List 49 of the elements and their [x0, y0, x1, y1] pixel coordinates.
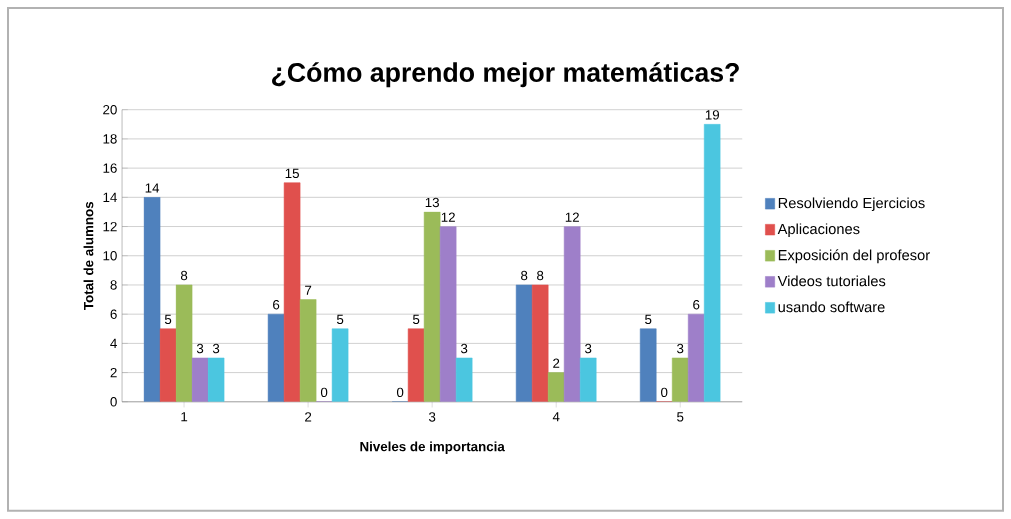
- y-tick-label: 2: [110, 368, 117, 378]
- data-label: 0: [661, 387, 668, 398]
- data-label: 8: [180, 270, 188, 281]
- y-tick-label: 20: [103, 105, 117, 115]
- y-tick-label: 6: [110, 309, 117, 319]
- y-tick-label: 8: [110, 280, 117, 290]
- data-label: 2: [553, 358, 560, 368]
- data-label: 3: [212, 343, 220, 354]
- data-label: 0: [320, 387, 328, 398]
- legend-label: Resolviendo Ejercicios: [778, 197, 925, 212]
- x-tick-label: 5: [677, 412, 684, 422]
- data-label: 3: [196, 343, 204, 354]
- data-label: 5: [412, 314, 420, 325]
- data-label: 5: [645, 314, 652, 325]
- data-label: 13: [425, 197, 439, 208]
- legend-label: Exposición del profesor: [778, 249, 930, 264]
- y-axis-title: Total de alumnos: [83, 202, 94, 311]
- y-tick-label: 4: [110, 338, 117, 349]
- data-label: 7: [305, 285, 312, 295]
- data-label: 12: [441, 212, 455, 222]
- data-label: 3: [460, 343, 468, 354]
- data-label: 8: [521, 270, 528, 281]
- data-label: 6: [693, 300, 700, 310]
- data-label: 5: [164, 314, 172, 325]
- y-tick-label: 10: [103, 251, 117, 261]
- x-tick-label: 1: [181, 412, 188, 422]
- legend-label: usando software: [778, 301, 885, 313]
- legend-label: Aplicaciones: [777, 223, 860, 238]
- x-tick-label: 3: [428, 412, 436, 422]
- x-tick-label: 4: [552, 412, 560, 422]
- y-tick-label: 12: [103, 221, 117, 232]
- data-label: 6: [273, 300, 280, 310]
- y-tick-label: 14: [103, 192, 117, 202]
- x-tick-label: 2: [305, 412, 312, 422]
- y-tick-label: 16: [103, 163, 117, 173]
- legend-label: Videos tutoriales: [777, 275, 886, 287]
- data-label: 5: [336, 314, 344, 325]
- data-label: 19: [705, 110, 720, 120]
- data-label: 3: [677, 343, 684, 354]
- data-label: 3: [584, 343, 592, 354]
- y-tick-label: 0: [110, 397, 117, 407]
- data-label: 14: [145, 183, 160, 193]
- y-tick-label: 18: [103, 134, 117, 144]
- chart-title: ¿Cómo aprendo mejor matemáticas?: [272, 62, 739, 88]
- data-label: 15: [285, 168, 299, 179]
- data-label: 12: [565, 212, 579, 222]
- data-label: 8: [537, 270, 544, 281]
- data-label: 0: [396, 387, 404, 398]
- x-axis-title: Niveles de importancia: [360, 441, 505, 454]
